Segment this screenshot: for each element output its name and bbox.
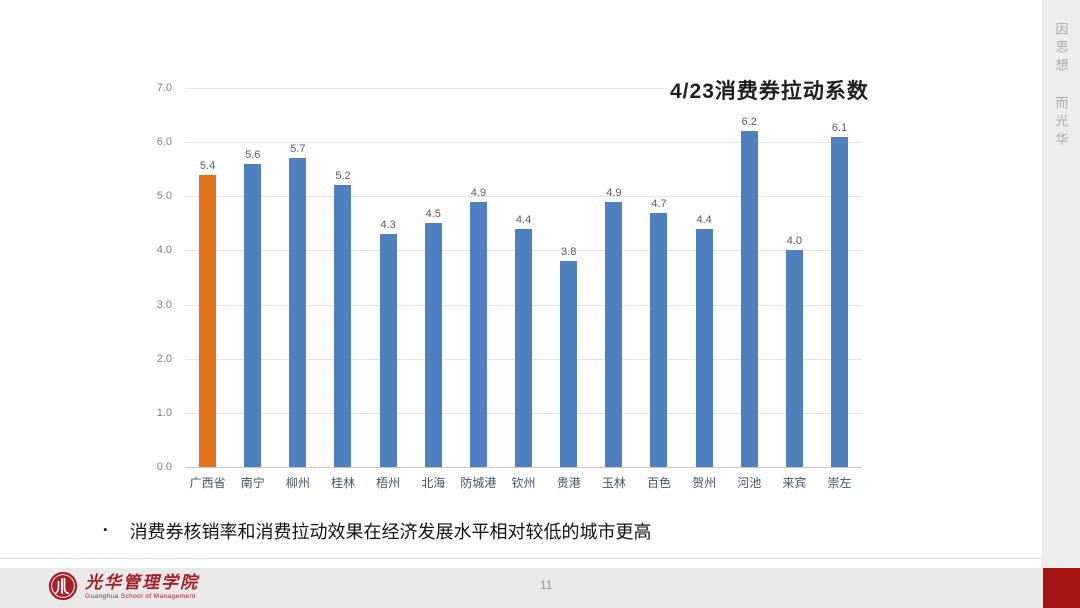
school-logo: 光华管理学院 Guanghua School of Management	[48, 571, 199, 601]
bar-value-label: 4.5	[425, 208, 441, 221]
bar	[831, 136, 849, 467]
x-axis-category-label: 柳州	[285, 476, 310, 490]
bar-slot: 4.9 防城港	[456, 88, 501, 490]
x-axis-category-label: 桂林	[330, 476, 355, 490]
x-axis-category-label: 北海	[421, 476, 446, 490]
bar-slot: 3.8 贵港	[546, 88, 591, 490]
bar	[515, 228, 533, 467]
gridline	[185, 196, 862, 198]
logo-name-en: Guanghua School of Management	[85, 592, 196, 600]
bar-slot: 5.4 广西省	[185, 88, 230, 490]
logo-texts: 光华管理学院 Guanghua School of Management	[85, 573, 199, 600]
bullet-marker-icon: •	[103, 522, 108, 537]
bar-value-label: 5.4	[199, 159, 216, 172]
bar-slot: 4.3 梧州	[366, 88, 411, 490]
bullet-text: 消费券核销率和消费拉动效果在经济发展水平相对较低的城市更高	[129, 522, 652, 542]
bar-value-label: 4.4	[515, 213, 532, 226]
bar-slot: 5.7 柳州	[275, 88, 320, 490]
x-axis-category-label: 防城港	[460, 476, 497, 490]
bar-value-label: 4.7	[651, 197, 667, 210]
bullet-line: • 消费券核销率和消费拉动效果在经济发展水平相对较低的城市更高	[103, 518, 903, 544]
bar-value-label: 3.8	[561, 246, 577, 259]
bar	[695, 228, 713, 467]
page-number: 11	[540, 578, 553, 592]
bar	[469, 201, 487, 467]
pku-seal-icon	[48, 571, 78, 601]
bars-row: 5.4 广西省 5.6 南宁 5.7 柳州 5.2 桂林 4.3 梧州 4.5 北海 4.9 防城港 4.4…	[185, 88, 862, 490]
x-axis-category-label: 玉林	[601, 476, 626, 490]
bar-value-label: 5.2	[335, 170, 351, 183]
gridline	[185, 88, 862, 89]
y-axis-tick-label: 6.0	[156, 136, 172, 149]
bar	[334, 185, 352, 467]
y-axis-tick-label: 3.0	[156, 298, 172, 311]
bar-slot: 4.0 来宾	[772, 88, 817, 490]
bar-value-label: 4.9	[470, 186, 487, 199]
y-axis: 0.0 1.0 2.0 3.0 4.0 5.0 6.0 7.0	[138, 82, 178, 473]
bar-slot: 4.9 玉林	[591, 88, 636, 490]
bar-slot: 4.5 北海	[411, 88, 456, 490]
bar	[379, 234, 397, 467]
x-axis-category-label: 百色	[646, 476, 671, 490]
sidebar-strip: 因思想 而光华	[1042, 0, 1080, 568]
bar	[424, 223, 442, 467]
corner-accent-block	[1042, 568, 1080, 608]
bar-value-label: 4.9	[606, 186, 622, 199]
x-axis-category-label: 河池	[737, 476, 762, 490]
x-axis-category-label: 南宁	[240, 476, 265, 490]
footer-band: 光华管理学院 Guanghua School of Management 11	[0, 568, 1043, 608]
y-axis-tick-label: 4.0	[156, 244, 172, 257]
x-axis-category-label: 贵港	[556, 476, 581, 490]
chart-title: 4/23消费券拉动系数	[664, 75, 875, 105]
bar-slot: 6.2 河池	[727, 88, 772, 490]
gridline	[185, 142, 862, 144]
bar	[605, 201, 623, 467]
bar	[199, 174, 217, 467]
y-axis-tick-label: 1.0	[156, 406, 172, 419]
y-axis-tick-label: 2.0	[156, 352, 172, 365]
bar-value-label: 6.1	[831, 121, 848, 134]
bar-value-label: 6.2	[741, 116, 757, 129]
bar-slot: 6.1 崇左	[817, 88, 862, 490]
bar	[740, 131, 758, 467]
bar-slot: 4.4 钦州	[501, 88, 546, 490]
bar-slot: 5.6 南宁	[230, 88, 275, 490]
bar	[289, 158, 307, 467]
bar	[785, 250, 803, 467]
x-axis-category-label: 梧州	[376, 476, 401, 490]
bar-slot: 5.2 桂林	[320, 88, 365, 490]
footer-divider-line	[0, 558, 1042, 559]
x-axis-category-label: 广西省	[189, 476, 226, 490]
bar-slot: 4.7 百色	[636, 88, 681, 490]
bar-value-label: 5.6	[245, 148, 261, 161]
plot-area: 5.4 广西省 5.6 南宁 5.7 柳州 5.2 桂林 4.3 梧州 4.5 北海 4.9 防城港 4.4…	[185, 88, 862, 490]
motto-text: 因思想 而光华	[1053, 22, 1069, 150]
bar-slot: 4.4 贺州	[682, 88, 727, 490]
x-axis-category-label: 崇左	[827, 476, 852, 490]
bar	[560, 261, 578, 467]
bar-value-label: 5.7	[290, 143, 306, 156]
bar-value-label: 4.4	[696, 213, 712, 226]
y-axis-tick-label: 0.0	[156, 461, 172, 473]
y-axis-tick-label: 7.0	[156, 82, 172, 94]
x-axis-category-label: 来宾	[782, 476, 807, 490]
bar-value-label: 4.3	[380, 219, 396, 232]
x-axis-category-label: 贺州	[692, 476, 717, 490]
logo-name-cn: 光华管理学院	[85, 572, 199, 592]
bar	[244, 163, 262, 467]
bar	[650, 212, 668, 467]
y-axis-tick-label: 5.0	[156, 190, 172, 203]
x-axis-category-label: 钦州	[511, 476, 536, 490]
bar-value-label: 4.0	[786, 235, 803, 248]
